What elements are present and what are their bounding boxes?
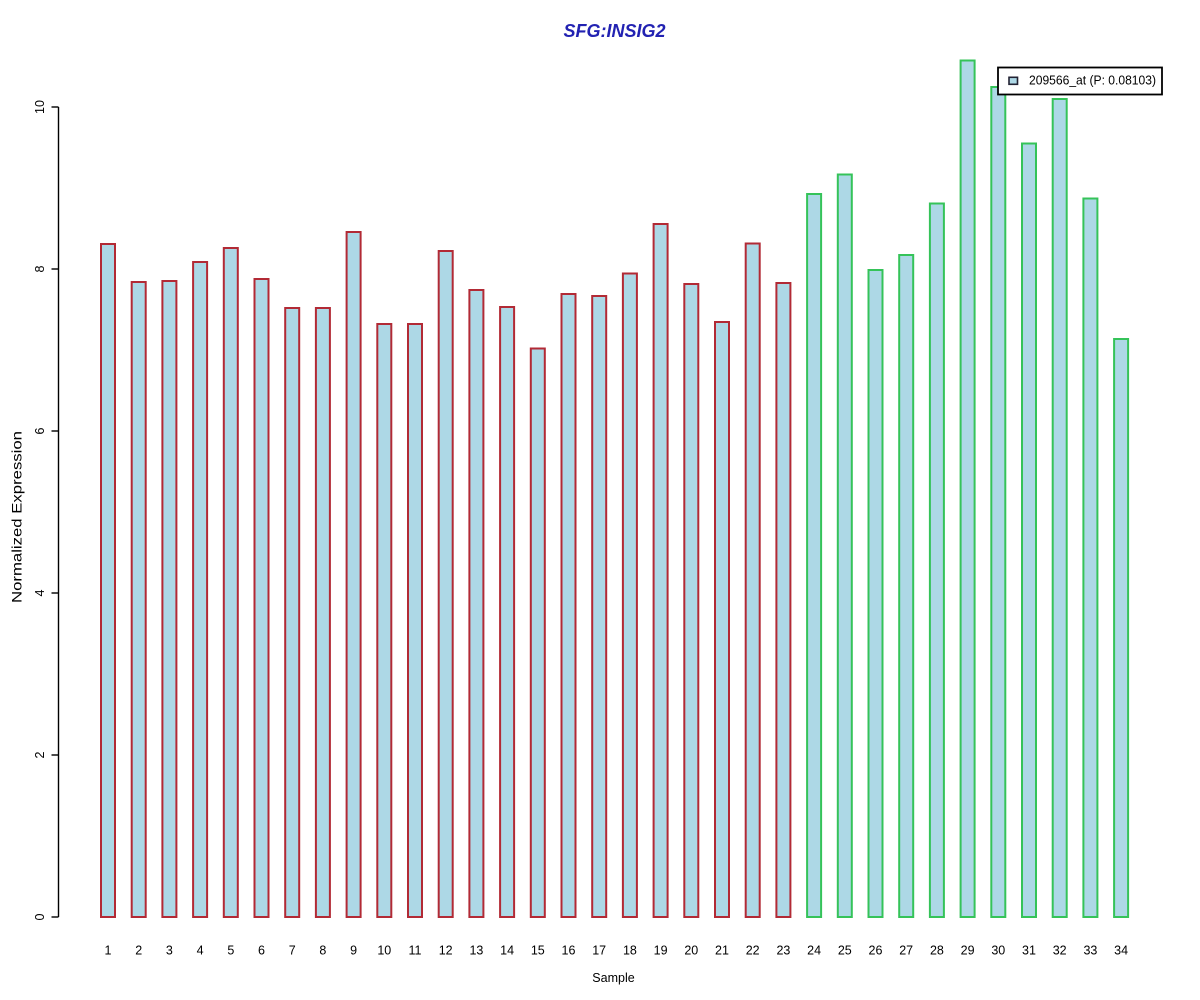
svg-text:17: 17: [592, 944, 606, 958]
svg-text:8: 8: [319, 944, 326, 958]
svg-text:21: 21: [715, 944, 729, 958]
svg-text:5: 5: [227, 944, 234, 958]
svg-text:209566_at (P: 0.08103): 209566_at (P: 0.08103): [1029, 74, 1156, 88]
svg-text:11: 11: [409, 944, 422, 958]
svg-text:6: 6: [33, 427, 47, 434]
svg-text:10: 10: [33, 100, 47, 114]
svg-text:9: 9: [350, 944, 357, 958]
svg-text:24: 24: [807, 944, 821, 958]
svg-text:8: 8: [33, 265, 47, 272]
svg-text:2: 2: [33, 751, 47, 758]
svg-text:33: 33: [1083, 944, 1097, 958]
svg-text:34: 34: [1114, 944, 1128, 958]
svg-text:13: 13: [469, 944, 483, 958]
svg-text:19: 19: [654, 944, 668, 958]
svg-text:Normalized Expression: Normalized Expression: [9, 431, 25, 603]
svg-text:0: 0: [33, 913, 47, 920]
svg-text:10: 10: [377, 944, 391, 958]
svg-text:14: 14: [500, 944, 514, 958]
svg-text:20: 20: [684, 944, 698, 958]
svg-text:32: 32: [1053, 944, 1067, 958]
svg-text:23: 23: [776, 944, 790, 958]
svg-text:22: 22: [746, 944, 760, 958]
svg-text:12: 12: [439, 944, 453, 958]
svg-text:26: 26: [869, 944, 883, 958]
svg-text:1: 1: [105, 944, 112, 958]
svg-text:15: 15: [531, 944, 545, 958]
svg-text:29: 29: [961, 944, 975, 958]
svg-text:7: 7: [289, 944, 296, 958]
svg-text:Sample: Sample: [592, 971, 634, 985]
svg-text:6: 6: [258, 944, 265, 958]
svg-text:16: 16: [562, 944, 576, 958]
svg-text:28: 28: [930, 944, 944, 958]
svg-text:3: 3: [166, 944, 173, 958]
svg-text:30: 30: [991, 944, 1005, 958]
svg-text:18: 18: [623, 944, 637, 958]
svg-text:4: 4: [33, 589, 47, 596]
svg-text:31: 31: [1022, 944, 1036, 958]
svg-text:4: 4: [197, 944, 204, 958]
svg-text:2: 2: [135, 944, 142, 958]
svg-text:SFG:INSIG2: SFG:INSIG2: [563, 21, 665, 41]
svg-text:25: 25: [838, 944, 852, 958]
svg-text:27: 27: [899, 944, 913, 958]
